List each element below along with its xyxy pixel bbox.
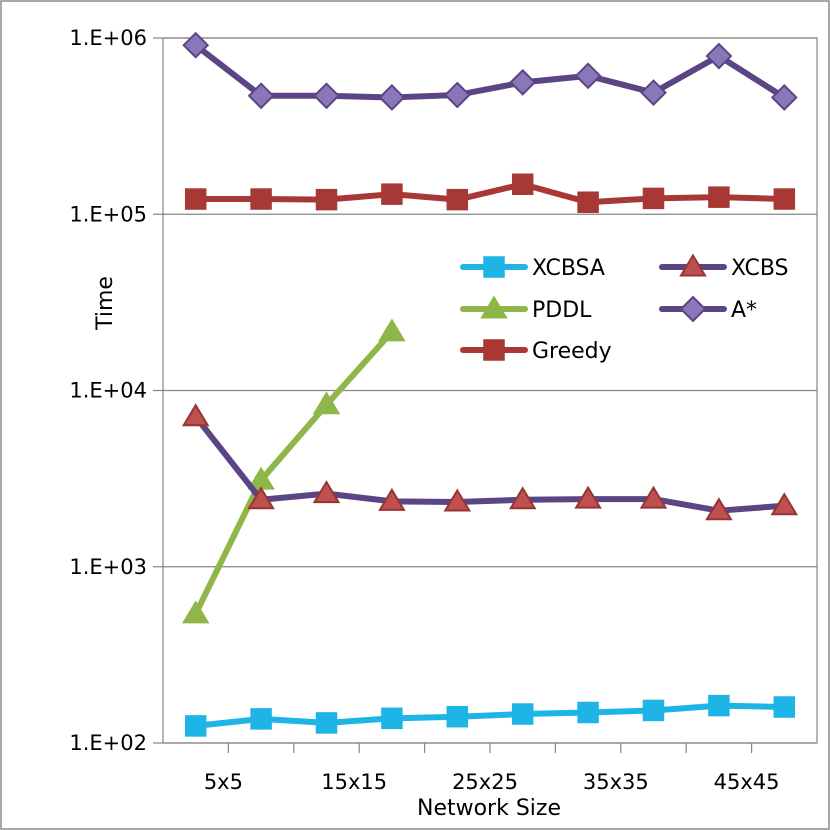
y-axis-ticks: 1.E+02 1.E+03 1.E+04 1.E+05 1.E+06 — [69, 26, 163, 755]
data-point-greedy — [577, 191, 599, 213]
data-point-astar — [640, 79, 667, 107]
y-tick-label: 1.E+04 — [69, 379, 147, 403]
x-tick-label: 35x35 — [583, 770, 649, 794]
legend-label-greedy: Greedy — [532, 339, 612, 364]
x-tick-label: 25x25 — [452, 770, 518, 794]
y-tick-label: 1.E+03 — [69, 555, 147, 579]
data-point-xcbs — [378, 487, 406, 511]
x-tick-label: 15x15 — [321, 770, 387, 794]
legend-marker-pddl — [480, 295, 508, 319]
y-tick-label: 1.E+02 — [69, 731, 147, 755]
data-point-greedy — [708, 186, 730, 208]
data-point-greedy — [511, 173, 534, 195]
data-point-greedy — [250, 188, 272, 210]
data-point-astar — [247, 82, 275, 110]
data-point-greedy — [773, 188, 796, 210]
data-point-xcbsa — [381, 707, 403, 730]
data-point-astar — [378, 84, 406, 111]
legend-entry-astar: A* — [659, 295, 757, 323]
data-point-xcbs — [639, 485, 668, 509]
data-point-xcbs — [181, 403, 210, 427]
series-line-greedy — [192, 181, 788, 206]
series-layer — [181, 31, 799, 737]
series-greedy — [184, 173, 796, 213]
data-point-xcbsa — [511, 703, 534, 725]
x-tick-label: 5x5 — [204, 770, 243, 794]
data-point-astar — [770, 84, 798, 111]
data-point-astar — [182, 31, 210, 59]
data-point-greedy — [315, 188, 338, 211]
data-point-astar — [443, 81, 471, 109]
legend-label-astar: A* — [731, 298, 757, 323]
x-axis-ticks: 5x5 15x15 25x25 35x35 45x45 — [204, 743, 780, 794]
series-line-astar — [192, 42, 788, 101]
data-point-xcbs — [443, 488, 472, 512]
data-point-xcbsa — [773, 696, 796, 718]
data-point-xcbsa — [708, 694, 730, 717]
y-tick-label: 1.E+06 — [69, 26, 147, 50]
series-line-xcbs — [192, 413, 788, 514]
data-point-astar — [705, 42, 733, 70]
y-axis-title: Time — [93, 276, 118, 331]
series-line-xcbsa — [192, 702, 788, 729]
data-point-xcbs — [508, 486, 537, 510]
data-point-astar — [313, 82, 340, 110]
data-point-xcbsa — [446, 705, 469, 728]
legend-entry-greedy: Greedy — [460, 339, 612, 364]
legend-label-xcbs: XCBS — [731, 256, 789, 281]
series-line-pddl — [192, 328, 395, 617]
data-point-astar — [574, 62, 602, 90]
legend-entry-xcbsa: XCBSA — [460, 256, 605, 281]
series-astar — [182, 31, 798, 111]
series-pddl — [181, 318, 406, 624]
data-point-xcbsa — [577, 701, 599, 724]
series-xcbsa — [184, 694, 796, 737]
legend-label-pddl: PDDL — [532, 298, 592, 323]
legend-marker-astar — [679, 295, 707, 323]
legend-marker-xcbs — [679, 253, 707, 277]
data-point-pddl — [312, 391, 341, 415]
data-point-xcbs — [705, 497, 733, 521]
series-xcbs — [181, 403, 799, 521]
legend-label-xcbsa: XCBSA — [532, 256, 605, 281]
data-point-astar — [509, 68, 537, 96]
x-tick-label: 45x45 — [714, 770, 780, 794]
legend-entry-pddl: PDDL — [460, 295, 592, 323]
data-point-xcbsa — [250, 708, 272, 730]
legend-marker-greedy — [483, 339, 505, 361]
data-point-xcbsa — [184, 715, 207, 737]
data-point-greedy — [446, 188, 469, 211]
data-point-greedy — [642, 187, 665, 210]
legend: XCBSA XCBS PDDL A* Greedy — [460, 253, 789, 364]
data-point-xcbsa — [642, 699, 665, 722]
y-tick-label: 1.E+05 — [69, 202, 147, 226]
data-point-greedy — [184, 188, 207, 210]
data-point-xcbsa — [315, 712, 338, 734]
data-point-xcbs — [247, 486, 275, 510]
legend-marker-xcbsa — [483, 256, 505, 278]
data-point-pddl — [181, 600, 210, 624]
data-point-pddl — [378, 318, 406, 342]
data-point-xcbs — [770, 492, 799, 516]
data-point-xcbs — [574, 485, 602, 509]
legend-entry-xcbs: XCBS — [659, 253, 789, 281]
x-axis-title: Network Size — [417, 796, 561, 821]
data-point-xcbs — [312, 480, 341, 504]
data-point-greedy — [381, 183, 403, 205]
